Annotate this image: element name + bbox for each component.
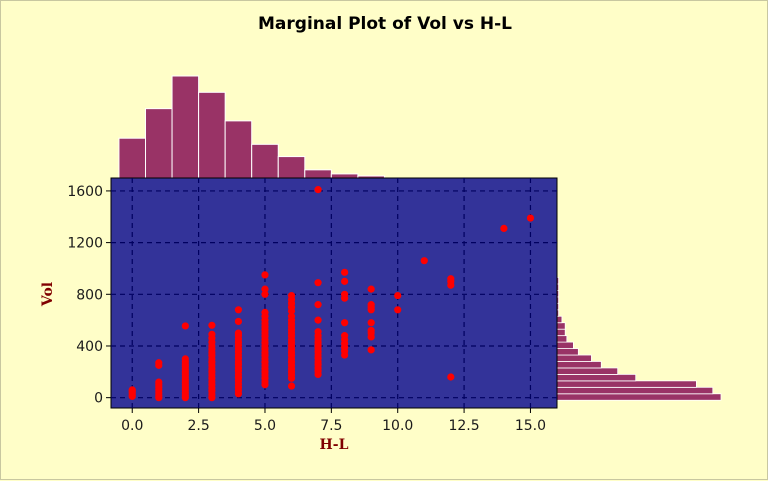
data-point — [394, 306, 402, 314]
top-histogram-bar — [198, 91, 226, 179]
x-tick-label: 0.0 — [121, 418, 143, 434]
right-marginal-histogram — [556, 277, 722, 401]
data-point — [314, 186, 322, 194]
data-point — [181, 355, 189, 363]
top-histogram-bar — [145, 108, 173, 179]
data-point — [261, 285, 269, 293]
data-point — [314, 301, 322, 309]
right-histogram-bar — [556, 386, 714, 395]
y-tick-label: 0 — [94, 391, 103, 407]
right-histogram-bar — [556, 335, 568, 343]
data-point — [234, 306, 243, 314]
scatter-points — [128, 186, 535, 402]
right-histogram-bar — [556, 328, 566, 337]
data-point — [420, 257, 428, 265]
y-tick-label: 400 — [76, 339, 103, 355]
x-tick-label: 15.0 — [515, 418, 546, 434]
y-tick-label: 1200 — [67, 236, 103, 252]
y-axis: 0 400 800 1200 1600 — [67, 184, 111, 407]
top-histogram-bar — [330, 173, 359, 179]
top-histogram-bar — [224, 120, 253, 179]
data-point — [526, 214, 535, 222]
x-tick-label: 12.5 — [448, 418, 479, 434]
chart-title: Marginal Plot of Vol vs H-L — [258, 14, 512, 34]
data-point — [287, 312, 296, 320]
data-point — [128, 386, 136, 394]
y-axis-title: Vol — [40, 282, 56, 307]
data-point — [447, 275, 455, 283]
data-point — [314, 328, 322, 336]
y-tick-label: 1600 — [67, 184, 103, 200]
right-histogram-bar — [556, 361, 602, 369]
x-axis-title: H-L — [320, 437, 349, 453]
data-point — [208, 330, 216, 338]
data-point — [341, 319, 349, 327]
data-point — [261, 271, 269, 279]
data-point — [181, 322, 189, 330]
x-tick-label: 5.0 — [254, 418, 276, 434]
right-histogram-bar — [556, 374, 637, 382]
data-point — [208, 321, 216, 329]
top-histogram-bar — [118, 137, 147, 179]
data-point — [367, 326, 375, 335]
x-tick-label: 7.5 — [320, 418, 342, 434]
right-histogram-bar — [556, 341, 574, 349]
data-point — [367, 285, 375, 293]
plot-area — [110, 177, 558, 409]
y-tick-label: 800 — [76, 287, 103, 303]
top-histogram-bar — [251, 143, 279, 179]
data-point — [314, 279, 322, 287]
x-axis: 0.0 2.5 5.0 7.5 10.0 12.5 15.0 — [121, 408, 546, 434]
data-point — [341, 268, 349, 276]
data-point — [314, 316, 322, 324]
right-histogram-bar — [556, 322, 566, 330]
top-histogram-bar — [277, 156, 306, 179]
top-marginal-histogram — [118, 75, 385, 179]
data-point — [341, 277, 349, 285]
data-point — [287, 291, 296, 300]
data-point — [341, 290, 349, 298]
data-point — [261, 290, 269, 298]
top-histogram-bar — [304, 169, 332, 179]
right-histogram-bar — [556, 393, 722, 401]
data-point — [394, 291, 402, 300]
data-point — [367, 301, 375, 309]
right-histogram-bar — [556, 315, 563, 324]
right-histogram-bar — [556, 354, 592, 362]
data-point — [287, 382, 296, 390]
data-point — [367, 346, 375, 354]
right-histogram-bar — [556, 348, 579, 356]
top-histogram-bar — [171, 75, 200, 179]
right-histogram-bar — [556, 367, 619, 375]
x-tick-label: 2.5 — [187, 418, 209, 434]
data-point — [234, 317, 243, 326]
data-point — [367, 319, 375, 327]
data-point — [500, 224, 508, 232]
data-point — [341, 332, 349, 340]
data-point — [234, 329, 243, 337]
data-point — [155, 378, 163, 386]
data-point — [447, 373, 455, 381]
right-histogram-bar — [556, 380, 697, 388]
x-tick-label: 10.0 — [382, 418, 413, 434]
data-point — [155, 359, 163, 367]
data-point — [261, 308, 269, 316]
